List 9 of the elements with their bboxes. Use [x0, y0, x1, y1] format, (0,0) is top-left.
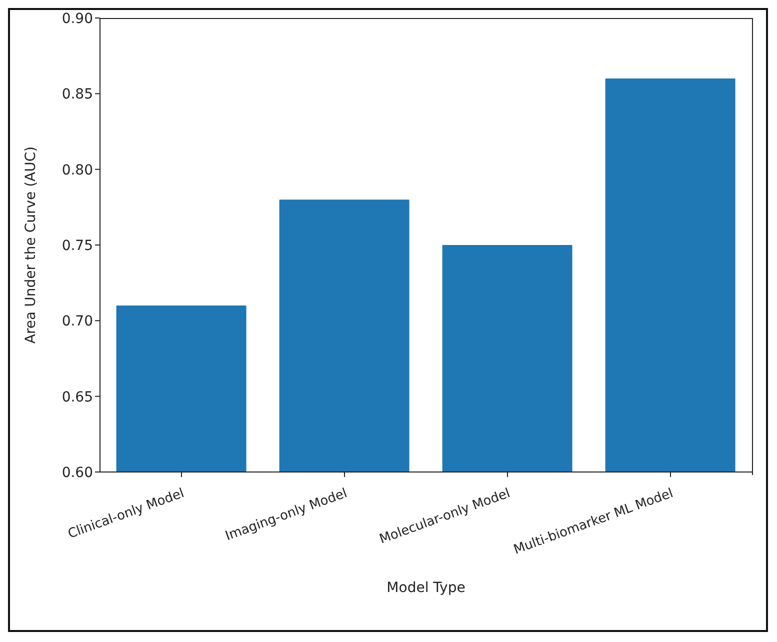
y-tick-label: 0.80: [62, 162, 93, 178]
y-tick-label: 0.70: [62, 314, 93, 330]
y-tick-label: 0.90: [62, 10, 93, 27]
y-tick-label: 0.75: [62, 238, 93, 254]
y-tick-label: 0.60: [62, 464, 93, 481]
y-axis-title: Area Under the Curve (AUC): [22, 146, 39, 344]
x-axis-title: Model Type: [386, 580, 466, 596]
y-tick-label: 0.65: [62, 389, 93, 406]
y-tick-label: 0.85: [62, 86, 93, 103]
